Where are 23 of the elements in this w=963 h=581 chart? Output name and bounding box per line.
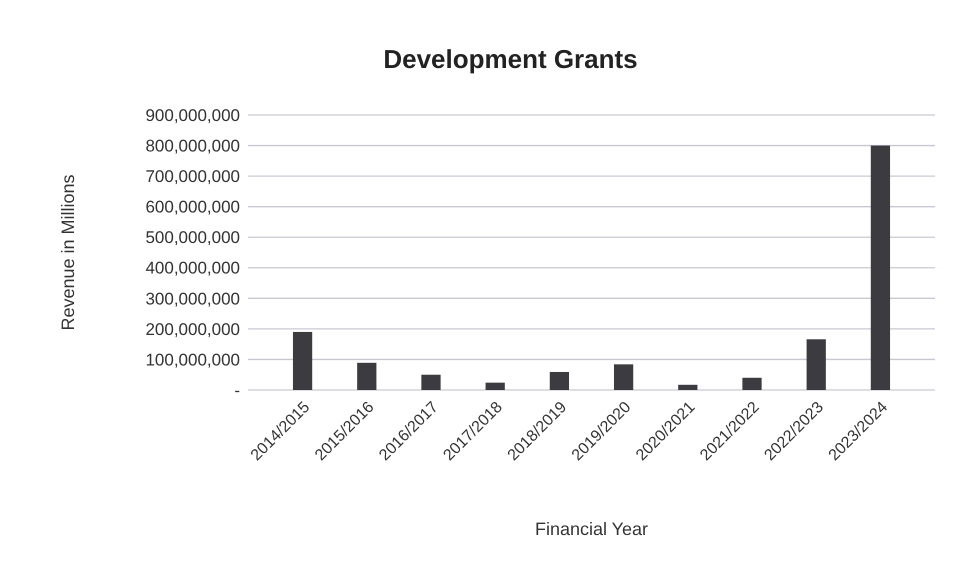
- y-tick-label: 500,000,000: [145, 228, 240, 248]
- bar: [292, 332, 312, 390]
- bar: [614, 364, 634, 390]
- y-tick-label: 600,000,000: [145, 198, 240, 217]
- bar: [421, 374, 441, 390]
- y-tick-label: 700,000,000: [145, 167, 240, 186]
- y-tick-label: 100,000,000: [145, 350, 240, 370]
- bar: [806, 339, 826, 390]
- y-tick-label: 800,000,000: [145, 136, 240, 156]
- y-tick-label: 200,000,000: [145, 320, 240, 339]
- chart-title: Development Grants: [383, 44, 638, 74]
- x-axis-title: Financial Year: [534, 519, 648, 539]
- y-tick-label: 400,000,000: [145, 258, 240, 278]
- bar: [550, 372, 570, 390]
- bar: [357, 362, 376, 390]
- y-tick-label: 300,000,000: [145, 289, 240, 308]
- bar: [870, 146, 890, 390]
- bar: [678, 384, 698, 390]
- y-tick-label: 900,000,000: [145, 106, 240, 125]
- bar: [742, 378, 762, 390]
- bar: [486, 382, 505, 390]
- y-axis-title: Revenue in Millions: [58, 174, 78, 331]
- y-tick-label: -: [234, 380, 240, 400]
